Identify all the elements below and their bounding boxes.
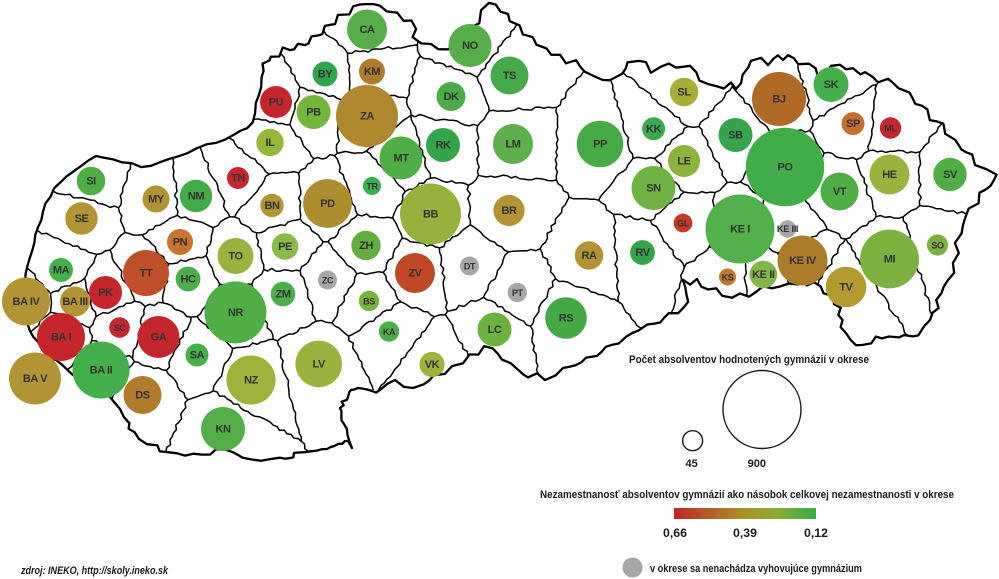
svg-text:TV: TV xyxy=(839,282,853,294)
svg-text:BA I: BA I xyxy=(51,332,71,344)
svg-text:GL: GL xyxy=(677,219,690,229)
svg-text:KE III: KE III xyxy=(777,224,798,235)
svg-text:DK: DK xyxy=(443,91,459,103)
svg-text:RK: RK xyxy=(435,140,451,152)
svg-text:ZV: ZV xyxy=(408,268,422,280)
svg-text:BR: BR xyxy=(501,205,517,217)
svg-text:RS: RS xyxy=(559,313,574,325)
svg-text:IL: IL xyxy=(266,137,276,149)
svg-text:MI: MI xyxy=(884,254,896,266)
svg-text:BS: BS xyxy=(363,297,375,307)
svg-text:SL: SL xyxy=(677,87,691,99)
svg-text:PO: PO xyxy=(777,162,793,174)
svg-text:DS: DS xyxy=(135,390,150,402)
svg-text:Nezamestnanosť absolventov gym: Nezamestnanosť absolventov gymnázií ako … xyxy=(540,489,954,501)
svg-text:Počet absolventov hodnotených: Počet absolventov hodnotených gymnázií v… xyxy=(629,354,869,366)
svg-text:SI: SI xyxy=(86,176,96,188)
svg-text:BJ: BJ xyxy=(772,94,786,106)
svg-text:KM: KM xyxy=(364,66,381,78)
svg-text:KN: KN xyxy=(215,424,231,436)
svg-text:SN: SN xyxy=(646,183,661,195)
svg-text:SV: SV xyxy=(943,169,958,181)
svg-text:TR: TR xyxy=(366,182,378,192)
svg-text:KE II: KE II xyxy=(752,269,775,281)
svg-text:BA III: BA III xyxy=(62,296,88,308)
svg-text:MT: MT xyxy=(393,153,409,165)
svg-text:0,39: 0,39 xyxy=(733,528,757,540)
svg-text:GA: GA xyxy=(151,332,167,344)
svg-text:NO: NO xyxy=(462,40,479,52)
svg-text:PB: PB xyxy=(306,107,321,119)
svg-text:DT: DT xyxy=(464,262,476,272)
svg-text:PP: PP xyxy=(593,139,607,151)
svg-text:BB: BB xyxy=(423,209,439,221)
svg-text:LE: LE xyxy=(677,156,690,168)
svg-text:BA IV: BA IV xyxy=(13,296,41,308)
svg-text:MA: MA xyxy=(53,265,70,277)
svg-text:ZH: ZH xyxy=(359,240,373,252)
svg-text:SE: SE xyxy=(75,213,89,225)
svg-text:KE I: KE I xyxy=(730,224,750,236)
svg-text:SC: SC xyxy=(114,323,127,333)
svg-text:KS: KS xyxy=(722,273,734,283)
svg-text:PU: PU xyxy=(269,97,284,109)
svg-text:0,12: 0,12 xyxy=(804,528,828,540)
svg-text:PK: PK xyxy=(98,287,113,299)
svg-text:0,66: 0,66 xyxy=(663,528,687,540)
svg-text:LC: LC xyxy=(488,324,502,336)
svg-text:SB: SB xyxy=(728,130,743,142)
svg-text:KA: KA xyxy=(383,327,396,337)
svg-text:PT: PT xyxy=(512,288,524,298)
svg-text:LV: LV xyxy=(312,358,326,370)
svg-text:900: 900 xyxy=(748,458,766,470)
svg-text:TS: TS xyxy=(503,70,516,82)
svg-text:SK: SK xyxy=(824,79,839,91)
svg-text:PD: PD xyxy=(320,198,335,210)
svg-text:zdroj: INEKO, http://skoly.ine: zdroj: INEKO, http://skoly.ineko.sk xyxy=(20,565,169,577)
svg-text:RA: RA xyxy=(581,250,597,262)
svg-text:ZC: ZC xyxy=(322,276,334,286)
svg-text:NM: NM xyxy=(188,191,205,203)
svg-text:KK: KK xyxy=(646,123,662,135)
svg-text:PE: PE xyxy=(278,241,292,253)
svg-text:NR: NR xyxy=(228,307,244,319)
svg-text:TN: TN xyxy=(231,173,245,185)
svg-text:RV: RV xyxy=(635,247,650,259)
svg-text:KE IV: KE IV xyxy=(789,255,817,267)
svg-text:HE: HE xyxy=(882,169,897,181)
svg-text:LM: LM xyxy=(505,139,520,151)
svg-text:ML: ML xyxy=(884,124,897,134)
svg-text:CA: CA xyxy=(359,24,375,36)
svg-text:VT: VT xyxy=(833,186,847,198)
svg-text:ZA: ZA xyxy=(360,111,374,123)
svg-text:45: 45 xyxy=(685,458,697,470)
svg-text:NZ: NZ xyxy=(244,375,259,387)
svg-text:BN: BN xyxy=(264,200,280,212)
svg-text:BA V: BA V xyxy=(23,373,48,385)
svg-text:TT: TT xyxy=(140,268,153,280)
svg-text:SA: SA xyxy=(190,350,205,362)
svg-text:BY: BY xyxy=(318,69,334,81)
svg-text:SO: SO xyxy=(931,241,944,251)
svg-text:HC: HC xyxy=(180,274,196,286)
svg-text:PN: PN xyxy=(173,237,188,249)
svg-text:SP: SP xyxy=(846,118,860,130)
svg-text:ZM: ZM xyxy=(275,289,290,301)
svg-text:VK: VK xyxy=(425,359,440,371)
svg-text:TO: TO xyxy=(228,251,243,263)
svg-text:MY: MY xyxy=(148,194,165,206)
svg-text:v okrese sa nenachádza vyhovuj: v okrese sa nenachádza vyhovujúce gymnáz… xyxy=(650,563,862,575)
svg-text:BA II: BA II xyxy=(90,365,113,377)
